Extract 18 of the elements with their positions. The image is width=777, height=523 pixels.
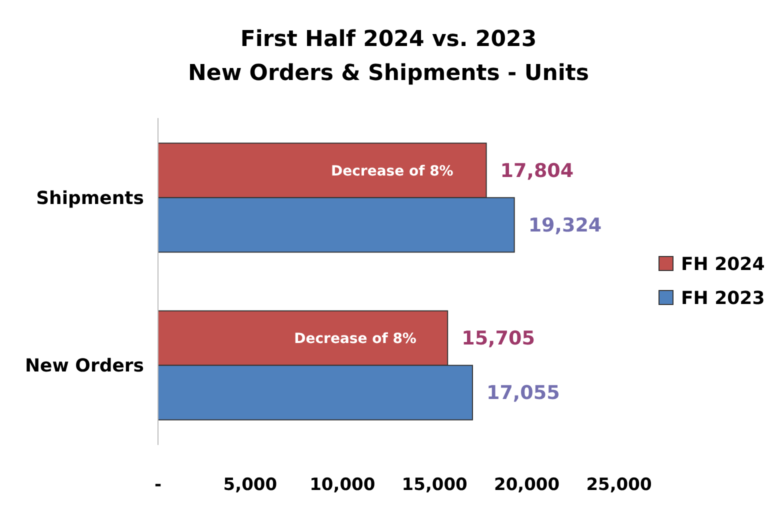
- data-label: 17,804: [500, 160, 574, 182]
- annotation: Decrease of 8%: [294, 330, 416, 347]
- x-tick-label: 10,000: [310, 475, 376, 495]
- x-tick-label: 15,000: [402, 475, 468, 495]
- chart-title: First Half 2024 vs. 2023: [240, 27, 537, 52]
- data-label: 19,324: [528, 214, 602, 237]
- x-tick-label: -: [154, 475, 162, 495]
- chart-subtitle: New Orders & Shipments - Units: [188, 61, 590, 86]
- x-tick-label: 25,000: [586, 475, 652, 495]
- legend-label: FH 2024: [681, 254, 765, 275]
- annotation: Decrease of 8%: [331, 163, 454, 180]
- x-tick-label: 5,000: [223, 475, 278, 495]
- y-tick-label: Shipments: [36, 188, 144, 209]
- data-label: 15,705: [462, 328, 535, 350]
- y-tick-label: New Orders: [24, 356, 144, 377]
- data-label: 17,055: [486, 382, 560, 404]
- legend-label: FH 2023: [681, 288, 765, 309]
- x-tick-label: 20,000: [494, 475, 560, 495]
